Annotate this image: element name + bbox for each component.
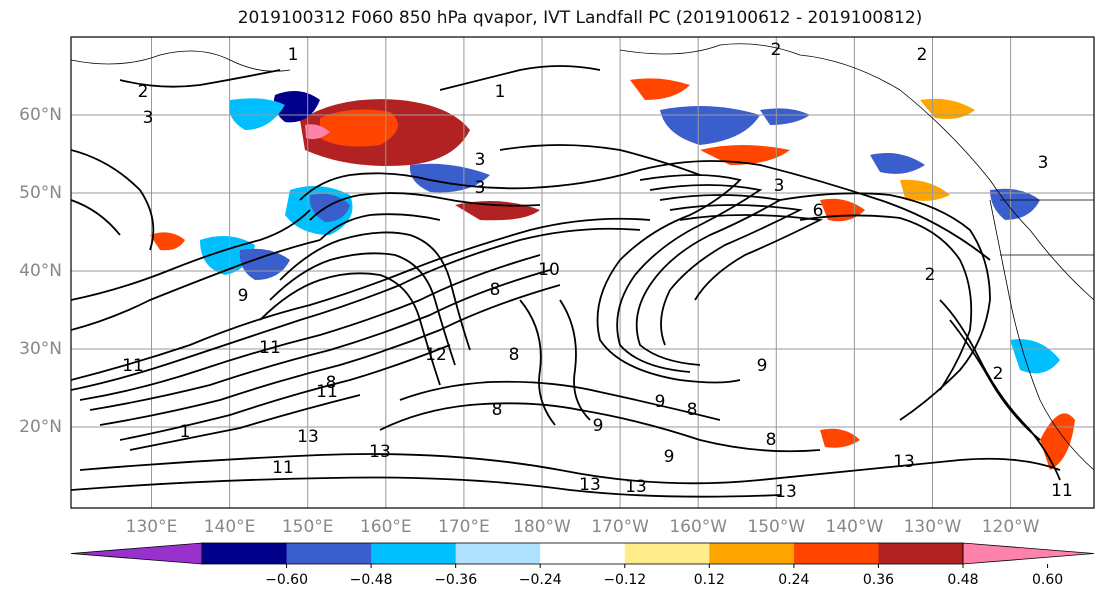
lon-label: 170°W — [591, 517, 649, 537]
contour-label: 3 — [774, 176, 785, 196]
colorbar-extend-min — [70, 542, 203, 565]
contour-label: 8 — [492, 400, 503, 420]
colorbar-tick-label: −0.48 — [350, 572, 393, 588]
contour-label: 3 — [143, 108, 154, 128]
lon-axis: 130°E 140°E 150°E 160°E 170°E 180°W 170°… — [126, 517, 1040, 537]
lon-label: 130°E — [126, 517, 178, 537]
colorbar-tick-label: −0.12 — [603, 572, 646, 588]
contour-label: 2 — [925, 265, 936, 285]
lat-label: 50°N — [19, 183, 62, 203]
colorbar-tick-label: 0.12 — [694, 572, 725, 588]
contour-label: 3 — [475, 178, 486, 198]
contour-label: 9 — [664, 447, 675, 467]
colorbar-box — [709, 543, 795, 564]
contour-label: 8 — [326, 373, 337, 393]
colorbar-box — [793, 543, 879, 564]
contour-label: 11 — [316, 382, 338, 402]
colorbar-box — [878, 543, 964, 564]
lat-label: 30°N — [19, 339, 62, 359]
lon-label: 140°E — [204, 517, 256, 537]
contour-label: 2 — [917, 45, 928, 65]
contour-label: 9 — [593, 416, 604, 436]
contour-label: 9 — [757, 356, 768, 376]
colorbar-box — [286, 543, 372, 564]
lon-label: 120°W — [982, 517, 1040, 537]
contour-label: 10 — [538, 260, 560, 280]
contour-label: 8 — [687, 400, 698, 420]
contour-label: 2 — [771, 40, 782, 60]
colorbar-tick-label: 0.60 — [1032, 572, 1063, 588]
contour-label: 12 — [425, 345, 447, 365]
contour-label: 2 — [993, 364, 1004, 384]
contour-labels: 1 2 3 1 3 3 2 2 3 3 6 2 10 8 8 12 9 11 1… — [122, 40, 1073, 502]
lat-label: 40°N — [19, 261, 62, 281]
contour-label: 9 — [655, 392, 666, 412]
colorbar-box — [202, 543, 288, 564]
lon-label: 130°W — [904, 517, 962, 537]
contour-label: 8 — [490, 280, 501, 300]
contour-label: 13 — [625, 477, 647, 497]
lon-label: 150°E — [282, 517, 334, 537]
contour-label: 1 — [288, 45, 299, 65]
contour-label: 2 — [138, 82, 149, 102]
contour-label: 6 — [813, 201, 824, 221]
colorbar-tick-label: 0.48 — [947, 572, 978, 588]
map-title: 2019100312 F060 850 hPa qvapor, IVT Land… — [237, 8, 923, 28]
contour-label: 8 — [766, 430, 777, 450]
contour-label: 13 — [297, 427, 319, 447]
map-frame — [70, 36, 1095, 509]
contour-label: 11 — [1051, 481, 1073, 501]
contour-label: 11 — [272, 458, 294, 478]
contour-label: 8 — [509, 345, 520, 365]
colorbar-tick-label: 0.36 — [863, 572, 894, 588]
lat-label: 60°N — [19, 105, 62, 125]
ivt-contours — [71, 65, 1061, 498]
lat-axis: 60°N 50°N 40°N 30°N 20°N — [19, 105, 62, 437]
contour-label: 11 — [259, 338, 281, 358]
colorbar-tick-label: 0.24 — [778, 572, 809, 588]
colorbar-ticks: −0.60 −0.48 −0.36 −0.24 −0.12 0.12 0.24 0.36 0.4… — [265, 564, 1063, 588]
lon-label: 160°W — [669, 517, 727, 537]
lon-label: 170°E — [438, 517, 490, 537]
lon-label: 180°W — [513, 517, 571, 537]
contour-label: 13 — [369, 442, 391, 462]
colorbar-extend-max — [962, 542, 1095, 565]
contour-label: 13 — [579, 475, 601, 495]
coastlines — [71, 43, 1094, 471]
colorbar-tick-label: −0.36 — [434, 572, 477, 588]
lon-label: 160°E — [360, 517, 412, 537]
colorbar-box — [540, 543, 626, 564]
colorbar-box — [455, 543, 541, 564]
lat-label: 20°N — [19, 417, 62, 437]
colorbar-boxes — [70, 542, 1095, 565]
contour-label: 13 — [775, 482, 797, 502]
colorbar-box — [624, 543, 710, 564]
lon-label: 140°W — [826, 517, 884, 537]
colorbar-outline — [201, 542, 964, 565]
contour-label: 1 — [180, 422, 191, 442]
contour-label: 11 — [122, 356, 144, 376]
contour-label: 9 — [238, 286, 249, 306]
colorbar-tick-label: −0.60 — [265, 572, 308, 588]
map-panel: 1 2 3 1 3 3 2 2 3 3 6 2 10 8 8 12 9 11 1… — [19, 36, 1095, 537]
contour-label: 3 — [1038, 153, 1049, 173]
contour-label: 1 — [495, 82, 506, 102]
colorbar-box — [371, 543, 457, 564]
lon-label: 150°W — [747, 517, 805, 537]
contour-label: 3 — [475, 150, 486, 170]
contour-label: 13 — [893, 452, 915, 472]
colorbar-tick-label: −0.24 — [519, 572, 562, 588]
